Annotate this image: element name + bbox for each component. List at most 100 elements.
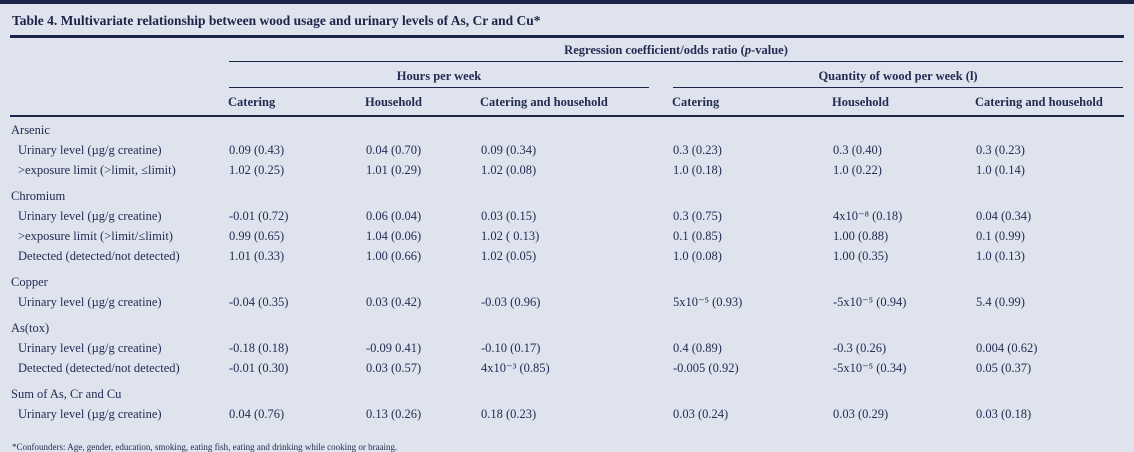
column-header-qty-catering-household: Catering and household <box>975 89 1125 117</box>
value-cell: 0.03 (0.18) <box>976 407 1032 421</box>
value-cell: 0.05 (0.37) <box>976 361 1032 375</box>
value-cell: 0.03 (0.24) <box>673 407 729 421</box>
table-row: Urinary level (µg/g creatine) -0.01 (0.72… <box>10 206 1124 226</box>
value-cell: -0.10 (0.17) <box>481 341 541 355</box>
group-header-row: Hours per week Quantity of wood per week… <box>10 63 1124 89</box>
spanner-header-row: Regression coefficient/odds ratio (p-val… <box>10 38 1124 63</box>
table-row: Urinary level (µg/g creatine) -0.18 (0.18… <box>10 338 1124 358</box>
value-cell: 0.04 (0.34) <box>976 209 1032 223</box>
value-cell: 1.02 (0.05) <box>481 249 537 263</box>
section-row: Chromium <box>10 180 1124 206</box>
row-label: Urinary level (µg/g creatine) <box>18 209 162 223</box>
value-cell: 1.0 (0.13) <box>976 249 1025 263</box>
value-cell: 1.0 (0.14) <box>976 163 1025 177</box>
section-label: As(tox) <box>11 321 50 335</box>
column-header-hours-household: Household <box>365 89 480 117</box>
value-cell: 1.02 (0.25) <box>229 163 285 177</box>
value-cell: 0.09 (0.43) <box>229 143 285 157</box>
row-label: Detected (detected/not detected) <box>18 249 180 263</box>
spanner-header-cell: Regression coefficient/odds ratio (p-val… <box>228 38 1124 63</box>
table-row: Detected (detected/not detected) 1.01 (0.… <box>10 246 1124 266</box>
value-cell: -0.005 (0.92) <box>673 361 739 375</box>
value-cell: 0.13 (0.26) <box>366 407 422 421</box>
table-row: >exposure limit (>limit, ≤limit) 1.02 (0.… <box>10 160 1124 180</box>
group-quantity-label: Quantity of wood per week (l) <box>673 64 1124 88</box>
value-cell: 0.03 (0.29) <box>833 407 889 421</box>
table-figure: Table 4. Multivariate relationship betwe… <box>0 4 1134 452</box>
section-row: As(tox) <box>10 312 1124 338</box>
value-cell: 0.3 (0.23) <box>976 143 1025 157</box>
value-cell: -0.01 (0.30) <box>229 361 289 375</box>
value-cell: 1.00 (0.35) <box>833 249 889 263</box>
table-footnote: *Confounders: Age, gender, education, sm… <box>12 442 398 452</box>
section-label: Arsenic <box>11 123 50 137</box>
value-cell: 0.4 (0.89) <box>673 341 722 355</box>
row-label: Urinary level (µg/g creatine) <box>18 143 162 157</box>
value-cell: 1.02 (0.08) <box>481 163 537 177</box>
section-row: Sum of As, Cr and Cu <box>10 378 1124 404</box>
value-cell: -0.09 0.41) <box>366 341 422 355</box>
value-cell: 0.1 (0.85) <box>673 229 722 243</box>
value-cell: 0.04 (0.76) <box>229 407 285 421</box>
value-cell: 1.02 ( 0.13) <box>481 229 540 243</box>
value-cell: 0.99 (0.65) <box>229 229 285 243</box>
value-cell: 0.03 (0.57) <box>366 361 422 375</box>
value-cell: 0.3 (0.75) <box>673 209 722 223</box>
row-label: >exposure limit (>limit/≤limit) <box>18 229 173 243</box>
value-cell: -5x10⁻⁵ (0.94) <box>833 295 907 309</box>
value-cell: 4x10⁻⁸ (0.18) <box>833 209 903 223</box>
empty-corner-cell <box>10 63 228 89</box>
group-hours-cell: Hours per week <box>228 63 672 89</box>
group-hours-label: Hours per week <box>229 64 649 88</box>
spanner-text-post: -value) <box>751 43 788 57</box>
section-label: Sum of As, Cr and Cu <box>11 387 122 401</box>
spanner-text-p-italic: p <box>744 43 752 57</box>
value-cell: 0.06 (0.04) <box>366 209 422 223</box>
section-label: Chromium <box>11 189 66 203</box>
section-row: Arsenic <box>10 116 1124 140</box>
value-cell: 1.00 (0.88) <box>833 229 889 243</box>
row-label: Urinary level (µg/g creatine) <box>18 407 162 421</box>
top-rule-bar <box>0 0 1134 4</box>
value-cell: 1.0 (0.22) <box>833 163 882 177</box>
table-row: Detected (detected/not detected) -0.01 (0… <box>10 358 1124 378</box>
value-cell: 0.1 (0.99) <box>976 229 1025 243</box>
column-header-row: Catering Household Catering and househol… <box>10 89 1125 117</box>
value-cell: 1.04 (0.06) <box>366 229 422 243</box>
value-cell: -5x10⁻⁵ (0.34) <box>833 361 907 375</box>
value-cell: -0.03 (0.96) <box>481 295 541 309</box>
value-cell: -0.3 (0.26) <box>833 341 887 355</box>
group-quantity-cell: Quantity of wood per week (l) <box>672 63 1124 89</box>
value-cell: 0.004 (0.62) <box>976 341 1038 355</box>
row-label: Detected (detected/not detected) <box>18 361 180 375</box>
spanner-header-label: Regression coefficient/odds ratio (p-val… <box>229 39 1124 62</box>
column-header-qty-catering: Catering <box>672 89 832 117</box>
column-header-hours-catering: Catering <box>228 89 365 117</box>
value-cell: 1.00 (0.66) <box>366 249 422 263</box>
value-cell: 5x10⁻⁵ (0.93) <box>673 295 743 309</box>
value-cell: 1.0 (0.18) <box>673 163 722 177</box>
data-table: Regression coefficient/odds ratio (p-val… <box>10 38 1125 424</box>
value-cell: 0.03 (0.42) <box>366 295 422 309</box>
value-cell: 0.09 (0.34) <box>481 143 537 157</box>
value-cell: 4x10⁻³ (0.85) <box>481 361 550 375</box>
value-cell: 1.01 (0.33) <box>229 249 285 263</box>
spanner-text-pre: Regression coefficient/odds ratio ( <box>564 43 745 57</box>
empty-corner-cell <box>10 38 228 63</box>
table-row: Urinary level (µg/g creatine) 0.04 (0.76)… <box>10 404 1124 424</box>
table-title: Table 4. Multivariate relationship betwe… <box>10 4 1124 38</box>
row-label: >exposure limit (>limit, ≤limit) <box>18 163 176 177</box>
section-label: Copper <box>11 275 48 289</box>
table-row: >exposure limit (>limit/≤limit) 0.99 (0.6… <box>10 226 1124 246</box>
row-label: Urinary level (µg/g creatine) <box>18 341 162 355</box>
table-row: Urinary level (µg/g creatine) -0.04 (0.35… <box>10 292 1124 312</box>
column-header-qty-household: Household <box>832 89 975 117</box>
table-row: Urinary level (µg/g creatine) 0.09 (0.43)… <box>10 140 1124 160</box>
row-label: Urinary level (µg/g creatine) <box>18 295 162 309</box>
table-body: Arsenic Urinary level (µg/g creatine) 0.09… <box>10 116 1124 424</box>
value-cell: 0.04 (0.70) <box>366 143 422 157</box>
value-cell: 1.0 (0.08) <box>673 249 722 263</box>
value-cell: 0.3 (0.23) <box>673 143 722 157</box>
section-row: Copper <box>10 266 1124 292</box>
empty-corner-cell <box>10 89 228 117</box>
